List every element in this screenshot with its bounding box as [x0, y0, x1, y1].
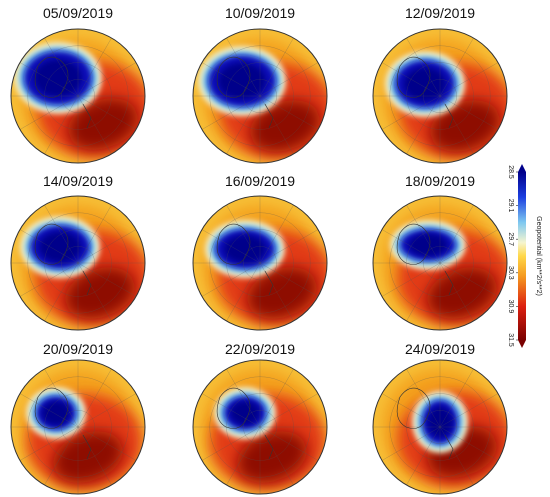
panel-title: 18/09/2019 [405, 173, 475, 189]
map-panel: 20/09/2019 [10, 341, 146, 495]
coastline [216, 387, 274, 460]
graticule [19, 62, 137, 130]
panel-title: 12/09/2019 [405, 5, 475, 21]
coastline [216, 56, 274, 129]
coastline [34, 56, 92, 129]
map [373, 360, 507, 494]
map-panel: 24/09/2019 [372, 341, 508, 495]
colorbar-tick-label: 30.9 [507, 300, 514, 314]
panel-title: 05/09/2019 [43, 5, 113, 21]
map [11, 196, 145, 330]
high-core [247, 267, 317, 319]
coastline [34, 387, 92, 460]
colorbar-arrow [518, 164, 526, 172]
coastline [396, 387, 454, 460]
map-panels: 05/09/2019 10/09/2019 12/09/2019 14/09/2019… [10, 5, 508, 495]
low-center [230, 401, 260, 425]
map [193, 196, 327, 330]
map-border [10, 195, 146, 331]
low-center [42, 401, 70, 425]
graticule [19, 229, 137, 297]
high-core [427, 267, 497, 319]
low-center [408, 233, 448, 257]
graticule [201, 229, 319, 297]
coastline [216, 223, 274, 296]
colorbar-tick-label: 30.3 [507, 266, 514, 280]
map [193, 360, 327, 494]
panel-title: 20/09/2019 [43, 341, 113, 357]
colorbar-tick-label: 28.5 [507, 165, 514, 179]
panel-title: 24/09/2019 [405, 341, 475, 357]
coastline [34, 223, 92, 296]
high-core [65, 267, 135, 319]
map-panel: 10/09/2019 [192, 5, 328, 164]
colorbar-tick-label: 29.1 [507, 199, 514, 213]
graticule [201, 393, 319, 461]
map-border [192, 28, 328, 164]
map [11, 360, 145, 494]
map-panel: 14/09/2019 [10, 173, 146, 331]
graticule [201, 62, 319, 130]
map-border [372, 195, 508, 331]
map [11, 29, 145, 163]
panel-title: 10/09/2019 [225, 5, 295, 21]
colorbar-tick-label: 29.7 [507, 232, 514, 246]
graticule [381, 393, 499, 461]
graticule [381, 229, 499, 297]
colorbar: Geopotential (km**2/s**2) 28.5 29.1 29.7 30… [507, 164, 542, 348]
map-border [192, 195, 328, 331]
map-border [372, 28, 508, 164]
map [373, 29, 507, 163]
low-center [39, 231, 81, 263]
coastline [396, 223, 454, 296]
colorbar-tick-label: 31.5 [507, 333, 514, 347]
graticule [19, 393, 137, 461]
low-center [34, 59, 82, 97]
colorbar-arrow [518, 340, 526, 348]
low-center [218, 62, 266, 100]
panel-title: 16/09/2019 [225, 173, 295, 189]
map [193, 29, 327, 163]
coastline [396, 56, 454, 129]
map-border [10, 28, 146, 164]
map-panel: 18/09/2019 [372, 173, 508, 331]
map-panel: 12/09/2019 [372, 5, 508, 164]
colorbar-bar [518, 172, 526, 340]
low-center [224, 235, 266, 263]
map-border [10, 359, 146, 495]
map-panel: 16/09/2019 [192, 173, 328, 331]
map-panel: 22/09/2019 [192, 341, 328, 495]
map [373, 196, 507, 330]
map-border [372, 359, 508, 495]
graticule [381, 62, 499, 130]
panel-title: 14/09/2019 [43, 173, 113, 189]
colorbar-label: Geopotential (km**2/s**2) [535, 216, 542, 296]
high-core [430, 100, 500, 152]
low-center [404, 67, 446, 101]
map-panel: 05/09/2019 [10, 5, 146, 164]
map-border [192, 359, 328, 495]
high-core [250, 100, 320, 152]
panel-title: 22/09/2019 [225, 341, 295, 357]
